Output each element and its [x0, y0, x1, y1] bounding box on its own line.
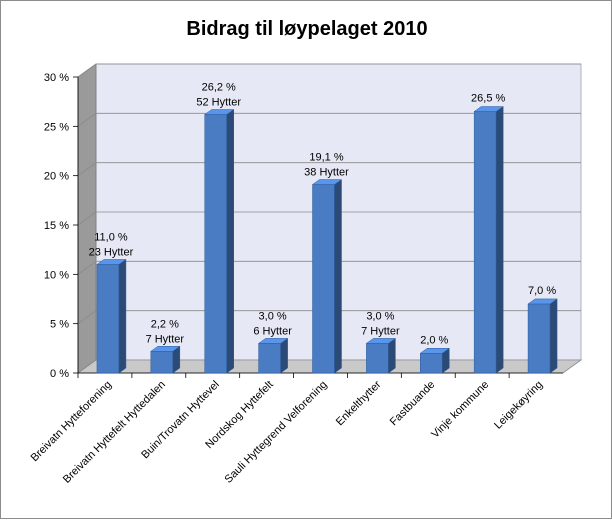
bar-top	[203, 109, 235, 115]
bar	[150, 345, 181, 374]
data-label-value: 26,2 %	[202, 81, 236, 93]
bar	[203, 109, 235, 374]
bar-front	[150, 351, 174, 374]
bar	[473, 106, 504, 374]
bar-front	[527, 303, 551, 374]
y-tick-label: 20 %	[44, 171, 69, 183]
bar-front	[312, 184, 335, 374]
data-labels: 11,0 % 23 Hytter 2,2 % 7 Hytter 26,2 % 52 Hyt…	[89, 81, 557, 346]
gridline-depth	[77, 310, 97, 324]
bar-side	[495, 106, 504, 374]
y-tick-label: 10 %	[44, 269, 69, 281]
x-category-label: Breivatn Hyttefelt Hyttedalen	[61, 379, 168, 486]
y-tick-label: 15 %	[44, 220, 69, 232]
data-label-value: 26,5 %	[471, 93, 505, 105]
data-label-value: 19,1 %	[309, 152, 343, 164]
bar-top	[527, 298, 558, 305]
y-tick-label: 25 %	[44, 121, 69, 133]
gridline-depth	[77, 162, 97, 176]
bar	[419, 347, 451, 374]
bar-top	[311, 179, 343, 185]
bar-top	[473, 106, 504, 112]
bar-top	[150, 346, 181, 352]
bar-front	[258, 343, 281, 374]
x-category-label: Fastbuande	[388, 379, 438, 429]
bar-front	[204, 114, 227, 374]
data-label-count: 23 Hytter	[89, 246, 134, 258]
bar	[96, 258, 127, 374]
y-axis-ticks: 0 % 5 % 10 % 15 % 20 % 25 % 30 %	[44, 72, 563, 380]
bar-top	[257, 338, 289, 344]
bar-side	[334, 179, 342, 374]
bar-side	[388, 337, 396, 374]
data-label-count: 6 Hytter	[253, 325, 292, 337]
data-label-value: 3,0 %	[366, 310, 394, 322]
bar-top	[419, 348, 451, 354]
gridline-depth	[77, 63, 97, 78]
data-label-value: 7,0 %	[528, 285, 556, 297]
bar-side	[226, 109, 234, 374]
data-label-value: 11,0 %	[94, 231, 128, 243]
bar	[257, 337, 289, 374]
y-tick-label: 30 %	[44, 72, 69, 84]
data-label-count: 38 Hytter	[304, 167, 349, 179]
bar	[365, 337, 397, 374]
bar-front	[420, 353, 443, 374]
bar-side	[549, 298, 558, 374]
gridline-depth	[77, 211, 97, 226]
x-category-label: Sauli Hyttegrend Velforening	[223, 379, 330, 486]
y-tick-label: 0 %	[50, 368, 69, 380]
bar	[311, 179, 343, 374]
bar-front	[96, 264, 120, 374]
bar-top	[96, 259, 127, 265]
chart-title: Bidrag til løypelaget 2010	[186, 18, 427, 40]
bar	[527, 298, 558, 374]
gridline-depth	[77, 113, 97, 127]
bar-front	[473, 111, 497, 374]
data-label-count: 52 Hytter	[196, 96, 241, 108]
bar-side	[118, 258, 127, 374]
x-category-label: Vinje kommune	[429, 379, 491, 441]
gridline-depth	[77, 261, 97, 275]
y-tick-label: 5 %	[50, 319, 69, 331]
x-category-label: Leigekøyring	[492, 379, 545, 432]
data-label-value: 2,0 %	[420, 334, 448, 346]
data-label-count: 7 Hytter	[146, 333, 185, 345]
bar-top	[365, 338, 397, 344]
data-label-count: 7 Hytter	[361, 325, 400, 337]
bar-side	[280, 337, 288, 374]
data-label-value: 3,0 %	[259, 310, 287, 322]
x-category-label: Enkelthytter	[334, 378, 384, 428]
bars	[96, 106, 558, 374]
data-label-value: 2,2 %	[151, 318, 179, 330]
bar-front	[366, 343, 389, 374]
